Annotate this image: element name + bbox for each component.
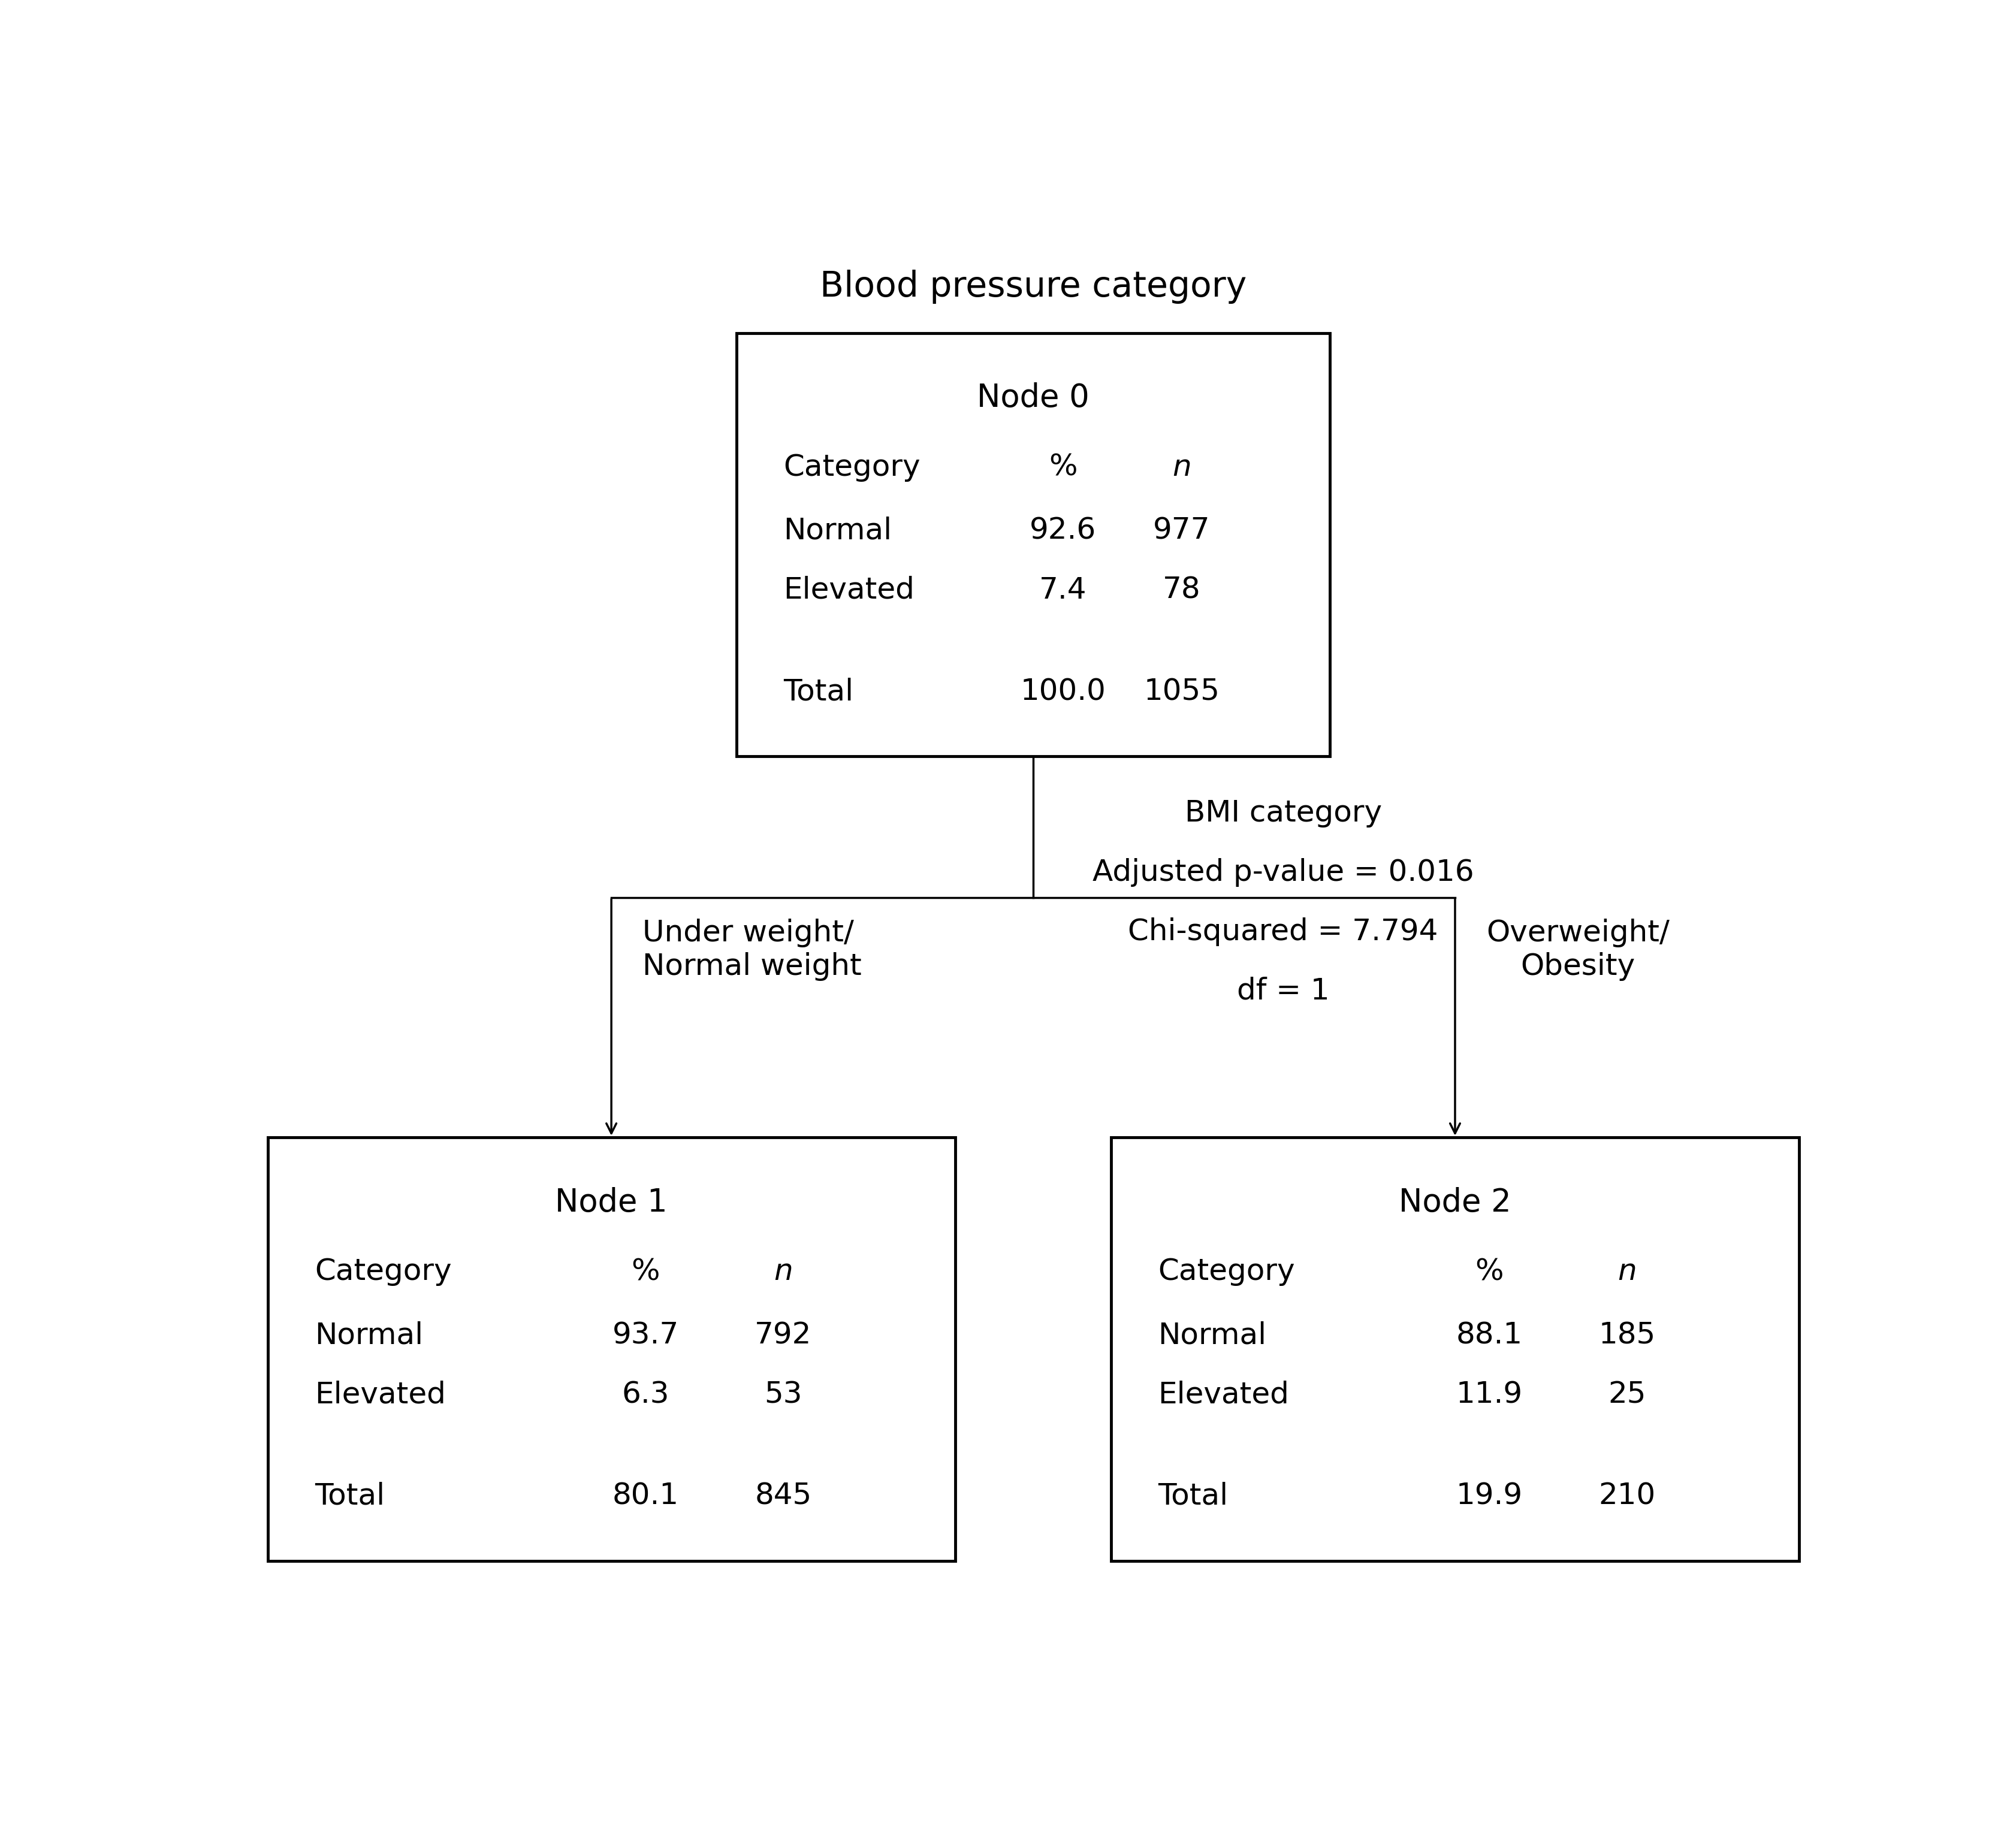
Text: Normal: Normal	[1157, 1322, 1266, 1349]
Text: Normal: Normal	[782, 517, 891, 544]
Text: Elevated: Elevated	[782, 576, 915, 605]
Text: 53: 53	[764, 1380, 802, 1410]
Text: Category: Category	[782, 453, 919, 482]
Text: df = 1: df = 1	[1238, 977, 1329, 1004]
Text: 19.9: 19.9	[1456, 1481, 1522, 1510]
Text: Total: Total	[314, 1481, 385, 1510]
Text: Node 2: Node 2	[1399, 1186, 1512, 1217]
Text: 792: 792	[754, 1322, 812, 1349]
Text: %: %	[1476, 1257, 1504, 1287]
Text: 210: 210	[1599, 1481, 1655, 1510]
Text: 100.0: 100.0	[1020, 676, 1105, 706]
Bar	[1111, 1136, 1798, 1562]
Text: 92.6: 92.6	[1030, 517, 1097, 544]
Text: Node 0: Node 0	[978, 383, 1089, 414]
Text: Total: Total	[782, 676, 853, 706]
Text: Category: Category	[314, 1257, 452, 1287]
Text: 25: 25	[1609, 1380, 1645, 1410]
Text: 78: 78	[1163, 576, 1202, 605]
Text: Total: Total	[1157, 1481, 1228, 1510]
Text: Overweight/
Obesity: Overweight/ Obesity	[1486, 918, 1669, 981]
Text: 977: 977	[1153, 517, 1210, 544]
Text: 80.1: 80.1	[613, 1481, 679, 1510]
Text: 88.1: 88.1	[1456, 1322, 1522, 1349]
Text: Blood pressure category: Blood pressure category	[821, 269, 1246, 304]
Text: n: n	[774, 1257, 792, 1287]
Text: 7.4: 7.4	[1038, 576, 1087, 605]
Text: Chi-squared = 7.794: Chi-squared = 7.794	[1129, 916, 1437, 946]
Text: Category: Category	[1157, 1257, 1294, 1287]
Text: Adjusted p-value = 0.016: Adjusted p-value = 0.016	[1093, 858, 1474, 887]
Bar	[268, 1136, 956, 1562]
Bar	[736, 334, 1331, 757]
Text: 11.9: 11.9	[1456, 1380, 1522, 1410]
Text: Node 1: Node 1	[554, 1186, 667, 1217]
Text: Normal: Normal	[314, 1322, 423, 1349]
Text: Elevated: Elevated	[1157, 1380, 1290, 1410]
Text: n: n	[1171, 453, 1191, 482]
Text: n: n	[1617, 1257, 1637, 1287]
Text: 6.3: 6.3	[621, 1380, 669, 1410]
Text: 1055: 1055	[1143, 676, 1220, 706]
Text: Elevated: Elevated	[314, 1380, 446, 1410]
Text: %: %	[631, 1257, 659, 1287]
Text: BMI category: BMI category	[1185, 799, 1381, 827]
Text: 845: 845	[754, 1481, 812, 1510]
Text: %: %	[1048, 453, 1077, 482]
Text: 93.7: 93.7	[613, 1322, 679, 1349]
Text: Under weight/
Normal weight: Under weight/ Normal weight	[643, 918, 861, 981]
Text: 185: 185	[1599, 1322, 1655, 1349]
